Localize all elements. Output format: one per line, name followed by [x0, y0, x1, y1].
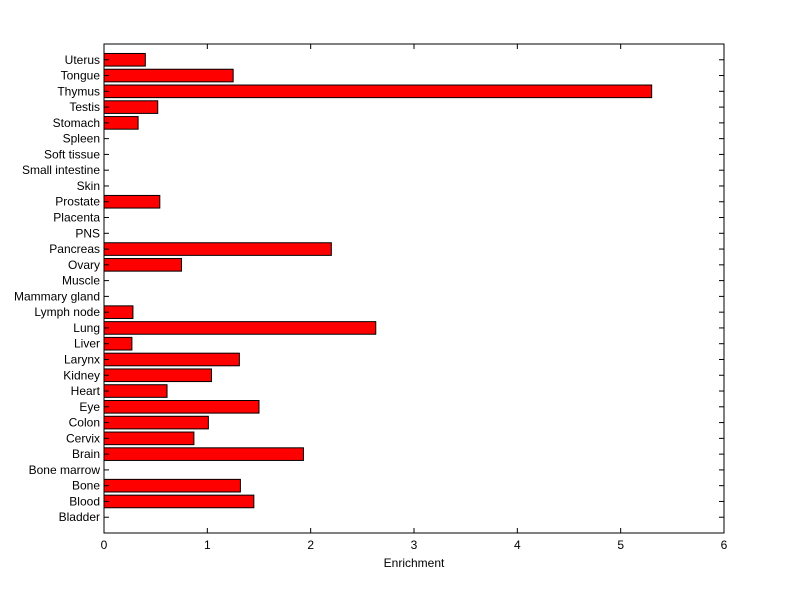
- bar-tongue: [103, 68, 234, 83]
- bar-thymus: [103, 84, 653, 99]
- category-label: Thymus: [57, 84, 100, 98]
- bar-cervix: [103, 431, 195, 446]
- x-tick-label: 0: [101, 538, 108, 552]
- category-label: Heart: [71, 384, 101, 398]
- category-label: Testis: [69, 100, 100, 114]
- category-label: Blood: [69, 494, 100, 508]
- bar-brain: [103, 447, 304, 461]
- x-tick-label: 5: [617, 538, 624, 552]
- category-label: Bone marrow: [29, 463, 101, 477]
- category-label: Small intestine: [22, 163, 100, 177]
- bar-kidney: [103, 368, 212, 383]
- bar-colon: [103, 415, 209, 430]
- category-label: Spleen: [63, 132, 100, 146]
- category-label: Bladder: [59, 510, 100, 524]
- category-label: Mammary gland: [14, 289, 100, 303]
- bar-testis: [103, 100, 159, 114]
- category-label: Bone: [72, 479, 100, 493]
- bar-lung: [103, 321, 377, 335]
- bar-uterus: [103, 52, 146, 67]
- category-label: Tongue: [61, 69, 101, 83]
- category-label: Uterus: [65, 53, 100, 67]
- category-label: Skin: [77, 179, 100, 193]
- plot-frame: [103, 43, 725, 534]
- category-label: Brain: [72, 447, 100, 461]
- bar-eye: [103, 399, 260, 414]
- category-label: Stomach: [53, 116, 100, 130]
- bar-heart: [103, 384, 168, 398]
- category-label: Larynx: [64, 352, 100, 366]
- x-tick-label: 6: [721, 538, 728, 552]
- category-label: Colon: [69, 416, 100, 430]
- category-label: Placenta: [53, 211, 100, 225]
- category-label: Eye: [79, 400, 100, 414]
- bar-blood: [103, 494, 255, 509]
- bar-bone: [103, 478, 241, 493]
- category-label: Kidney: [63, 368, 100, 382]
- category-label: Liver: [74, 337, 100, 351]
- x-axis-label: Enrichment: [384, 556, 445, 570]
- bar-larynx: [103, 352, 240, 367]
- bar-stomach: [103, 116, 139, 130]
- category-label: Ovary: [68, 258, 100, 272]
- x-tick-label: 3: [411, 538, 418, 552]
- bars-group: [103, 52, 653, 509]
- bar-pancreas: [103, 242, 332, 256]
- category-label: Soft tissue: [44, 147, 100, 161]
- category-label: Muscle: [62, 274, 100, 288]
- bar-prostate: [103, 194, 161, 209]
- x-tick-label: 4: [514, 538, 521, 552]
- category-label: Prostate: [55, 195, 100, 209]
- ticks-group: [103, 44, 725, 533]
- x-tick-label: 1: [204, 538, 211, 552]
- category-label: PNS: [75, 226, 100, 240]
- x-tick-labels: 0 1 2 3 4 5 6: [101, 538, 728, 552]
- category-label: Pancreas: [49, 242, 100, 256]
- x-tick-label: 2: [307, 538, 314, 552]
- category-label: Lung: [73, 321, 100, 335]
- category-label: Cervix: [66, 431, 100, 445]
- bar-ovary: [103, 258, 182, 272]
- category-label: Lymph node: [34, 305, 100, 319]
